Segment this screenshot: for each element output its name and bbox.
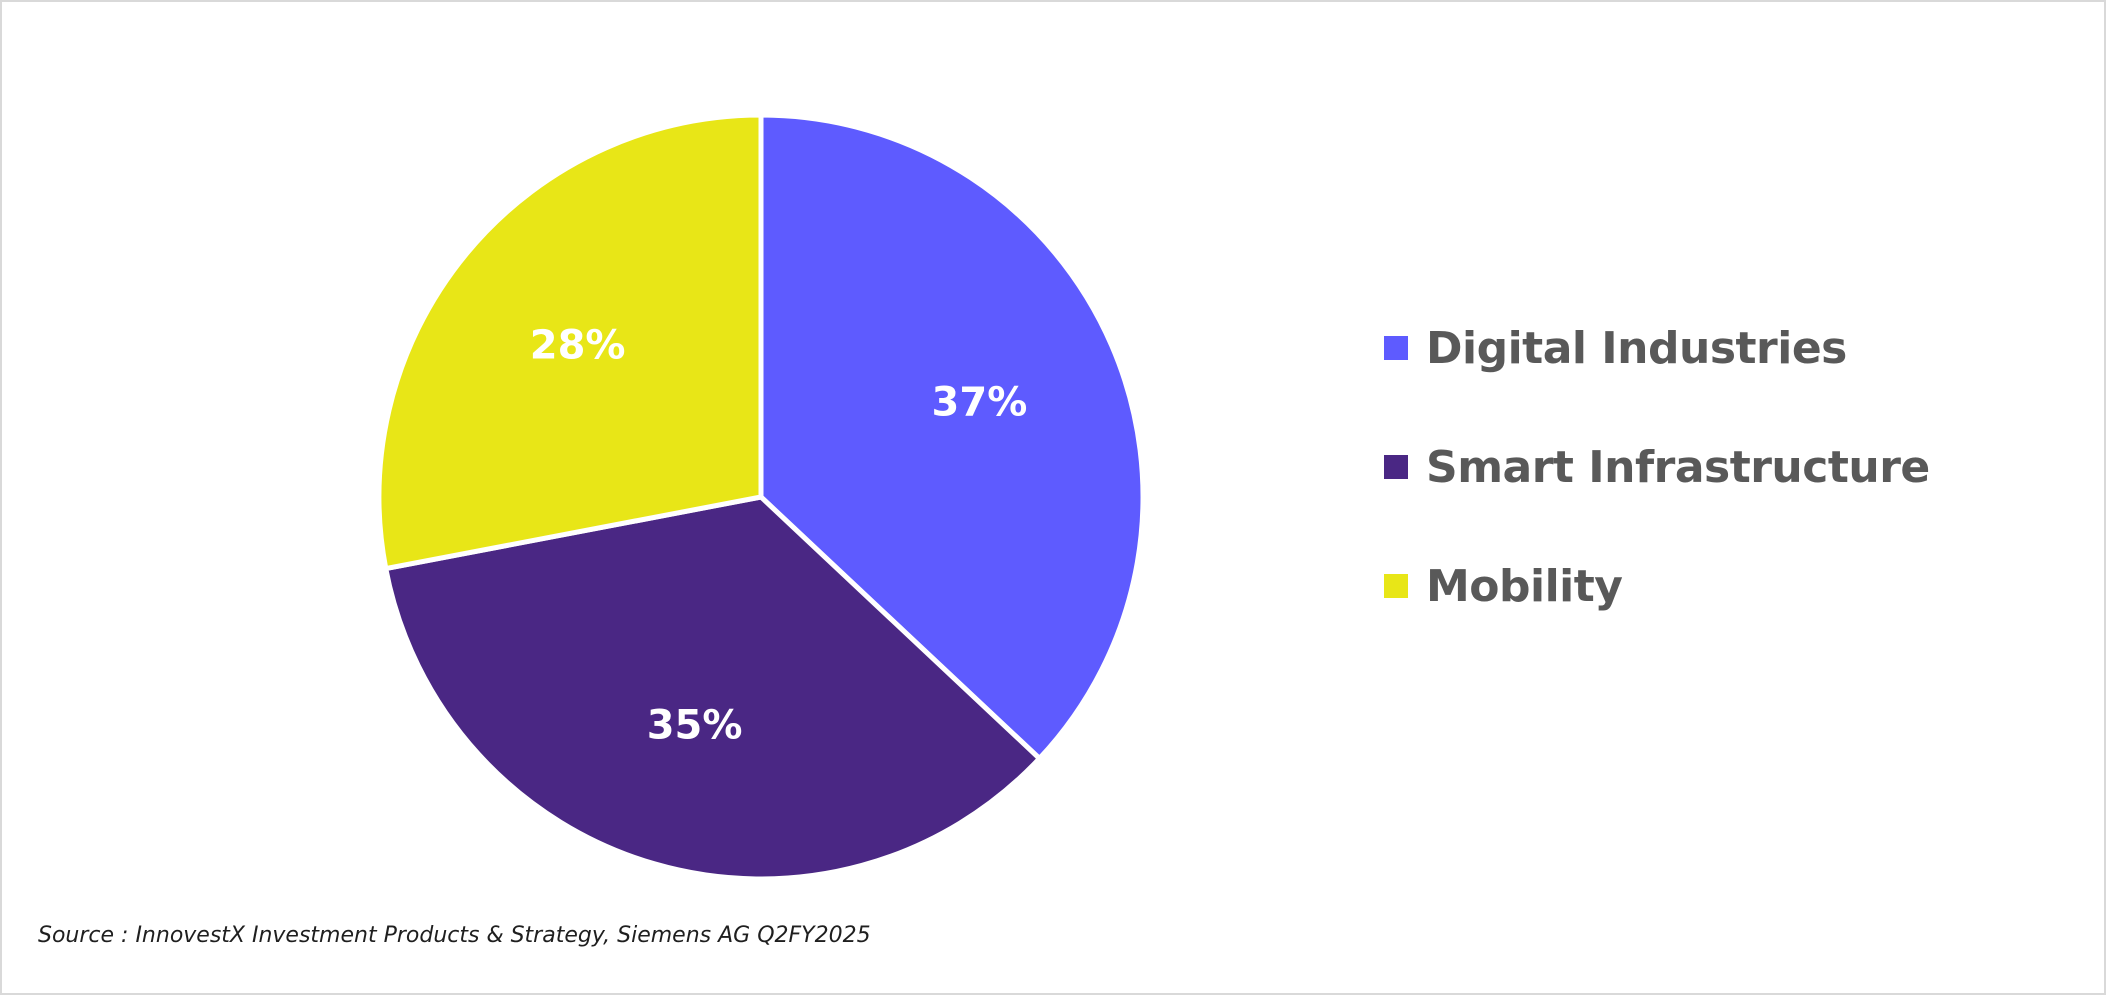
legend-item-smart-infrastructure: Smart Infrastructure <box>1384 437 1930 497</box>
legend: Digital Industries Smart Infrastructure … <box>1384 318 1930 616</box>
legend-swatch-mobility <box>1384 574 1408 598</box>
legend-label-digital-industries: Digital Industries <box>1426 322 1847 374</box>
slice-label-digital-industries: 37% <box>932 379 1028 425</box>
legend-item-mobility: Mobility <box>1384 556 1930 616</box>
legend-label-mobility: Mobility <box>1426 560 1623 612</box>
legend-item-digital-industries: Digital Industries <box>1384 318 1930 378</box>
pie-slice-labels: 37% 35% 28% <box>530 322 1028 748</box>
legend-swatch-digital-industries <box>1384 336 1408 360</box>
source-note: Source : InnovestX Investment Products &… <box>38 923 871 948</box>
legend-label-smart-infrastructure: Smart Infrastructure <box>1426 441 1930 493</box>
pie-slice-smart-infrastructure <box>383 494 1042 882</box>
slice-label-mobility: 28% <box>530 322 626 368</box>
pie-slice-digital-industries <box>758 112 1146 761</box>
pie-slices <box>376 112 1146 882</box>
pie-slice-mobility <box>376 112 764 572</box>
slice-label-smart-infrastructure: 35% <box>647 703 743 749</box>
legend-swatch-smart-infrastructure <box>1384 455 1408 479</box>
